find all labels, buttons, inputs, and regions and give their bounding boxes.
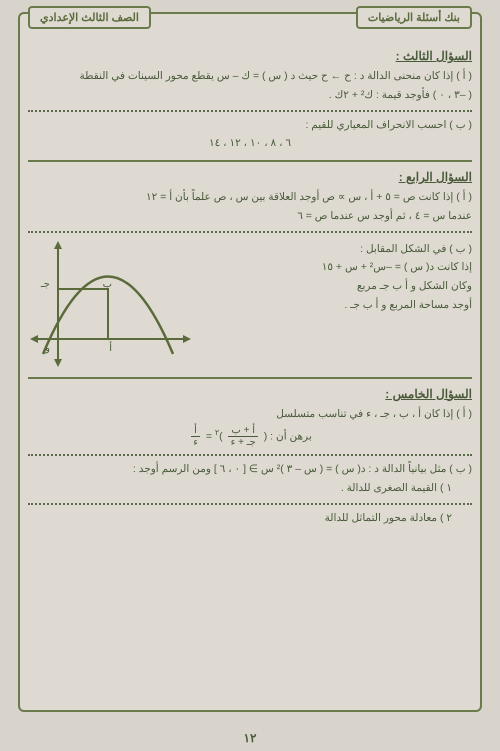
parabola-chart: جـ ب و أ (28, 239, 193, 369)
badge-book: بنك أسئلة الرياضيات (356, 6, 472, 29)
proof-label: برهن أن : (267, 431, 312, 443)
q3-a-line1: ( أ ) إذا كان منحنى الدالة د : ح ← ح حيث… (28, 69, 472, 85)
q5-b-sub2: ٢ ) معادلة محور التماثل للدالة (28, 511, 472, 527)
q5-b-sub1: ١ ) القيمة الصغرى للدالة . (28, 481, 472, 497)
divider-dots (28, 503, 472, 505)
divider-dots (28, 454, 472, 456)
page-frame: بنك أسئلة الرياضيات الصف الثالث الإعدادي… (18, 12, 482, 712)
divider-dots (28, 110, 472, 112)
q4-a-line1: ( أ ) إذا كانت ص = ٥ + أ ، س ∝ ص أوجد ال… (28, 190, 472, 206)
question-4: السؤال الرابع : ( أ ) إذا كانت ص = ٥ + أ… (28, 170, 472, 369)
q3-title: السؤال الثالث : (28, 49, 472, 63)
page-number: ١٢ (244, 731, 257, 745)
fraction-1: أ + ب جـ + ء (228, 425, 259, 448)
q5-a-proof: برهن أن : ( أ + ب جـ + ء )٢ = أ ء (28, 425, 472, 448)
section-divider (28, 160, 472, 162)
q4-b-text: ( ب ) في الشكل المقابل : إذا كانت د( س )… (201, 239, 472, 317)
q4-b-line1: ( ب ) في الشكل المقابل : (201, 242, 472, 258)
section-divider (28, 377, 472, 379)
fraction-2: أ ء (190, 425, 201, 448)
label-botleft: أ (109, 341, 112, 354)
q4-title: السؤال الرابع : (28, 170, 472, 184)
q5-b-line1: ( ب ) مثل بيانياً الدالة د : د( س ) = ( … (28, 462, 472, 478)
q4-a-line2: عندما س = ٤ ، ثم أوجد س عندما ص = ٦ (28, 209, 472, 225)
q5-title: السؤال الخامس : (28, 387, 472, 401)
header: بنك أسئلة الرياضيات الصف الثالث الإعدادي (28, 6, 472, 29)
label-botright: و (44, 343, 50, 354)
q4-b-line2: إذا كانت د( س ) = –س² + س + ١٥ (201, 260, 472, 276)
q5-a-line1: ( أ ) إذا كان أ ، ب ، جـ ، ء في تناسب مت… (28, 407, 472, 423)
q3-b-values: ٦ ، ٨ ، ١٠ ، ١٢ ، ١٤ (28, 136, 472, 152)
q3-b-line1: ( ب ) احسب الانحراف المعياري للقيم : (28, 118, 472, 134)
question-5: السؤال الخامس : ( أ ) إذا كان أ ، ب ، جـ… (28, 387, 472, 527)
divider-dots (28, 231, 472, 233)
question-3: السؤال الثالث : ( أ ) إذا كان منحنى الدا… (28, 49, 472, 152)
label-topright: جـ (40, 279, 50, 290)
q4-b-line3: وكان الشكل و أ ب جـ مربع (201, 279, 472, 295)
q3-a-line2: ( –٣ ، ٠ ) فأوجد قيمة : ك² + ٢ك . (28, 88, 472, 104)
badge-grade: الصف الثالث الإعدادي (28, 6, 151, 29)
q4-b-line4: أوجد مساحة المربع و أ ب جـ . (201, 298, 472, 314)
label-topleft: ب (103, 279, 112, 290)
q4-b-wrap: ( ب ) في الشكل المقابل : إذا كانت د( س )… (28, 239, 472, 369)
